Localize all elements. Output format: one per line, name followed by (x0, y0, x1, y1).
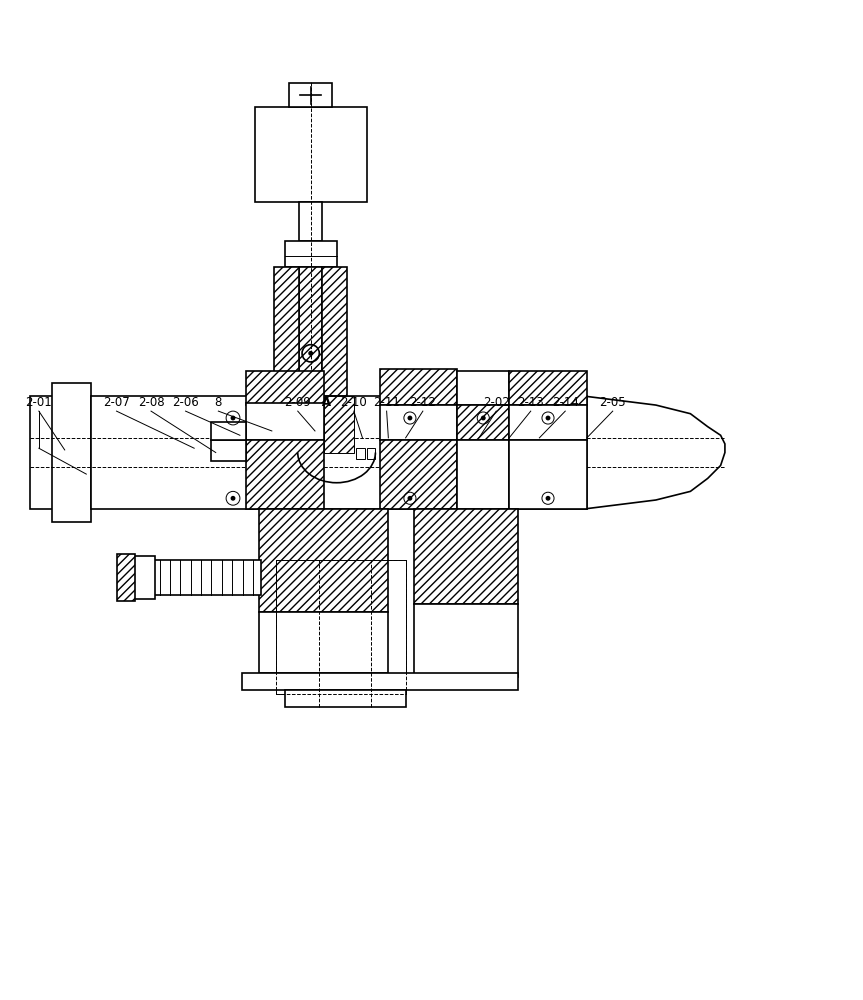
Bar (509, 405, 587, 440)
Bar (255, 107, 367, 202)
Text: A: A (322, 396, 331, 409)
Bar (274, 267, 299, 396)
Text: 2-12: 2-12 (409, 396, 437, 409)
Text: 8: 8 (215, 396, 222, 409)
Polygon shape (587, 396, 725, 509)
Bar (324, 396, 354, 453)
Circle shape (408, 497, 412, 500)
Text: 2-08: 2-08 (138, 396, 164, 409)
Bar (259, 509, 388, 612)
Text: 2-13: 2-13 (518, 396, 544, 409)
Bar (134, 556, 155, 599)
Text: 2-07: 2-07 (104, 396, 129, 409)
Text: 2-02: 2-02 (483, 396, 509, 409)
Bar (289, 83, 332, 107)
Bar (259, 612, 388, 673)
Bar (242, 673, 518, 690)
Bar (380, 440, 457, 509)
Circle shape (546, 416, 550, 420)
Bar (246, 403, 324, 440)
Bar (52, 383, 91, 522)
Bar (380, 405, 457, 440)
Text: 2-10: 2-10 (341, 396, 367, 409)
Text: 2-05: 2-05 (600, 396, 626, 409)
Text: 2-11: 2-11 (373, 396, 400, 409)
Bar (414, 604, 518, 677)
Bar (299, 202, 322, 241)
Text: A: A (322, 396, 331, 409)
Text: 2-06: 2-06 (173, 396, 198, 409)
Bar (457, 440, 509, 509)
Bar (211, 422, 246, 440)
Bar (154, 560, 261, 595)
Bar (285, 241, 337, 267)
Bar (322, 267, 347, 396)
Bar (246, 371, 324, 405)
Bar (211, 440, 246, 461)
Text: 2-09: 2-09 (285, 396, 311, 409)
Bar (285, 690, 406, 707)
Bar (356, 448, 365, 459)
Bar (380, 369, 457, 405)
Bar (509, 440, 587, 509)
Circle shape (408, 416, 412, 420)
Text: 2-01: 2-01 (26, 396, 52, 409)
Circle shape (482, 416, 485, 420)
Bar (30, 396, 91, 509)
Bar (414, 509, 518, 604)
Circle shape (231, 497, 235, 500)
Bar (117, 554, 135, 601)
Bar (276, 560, 406, 694)
Text: 2-14: 2-14 (551, 396, 579, 409)
Bar (276, 560, 406, 694)
Circle shape (231, 416, 235, 420)
Bar (457, 405, 509, 440)
Bar (367, 448, 375, 459)
Bar (457, 371, 509, 405)
Circle shape (546, 497, 550, 500)
Bar (299, 267, 322, 396)
Circle shape (309, 352, 312, 355)
Bar (246, 440, 324, 509)
Bar (91, 396, 587, 509)
Bar (509, 371, 587, 405)
